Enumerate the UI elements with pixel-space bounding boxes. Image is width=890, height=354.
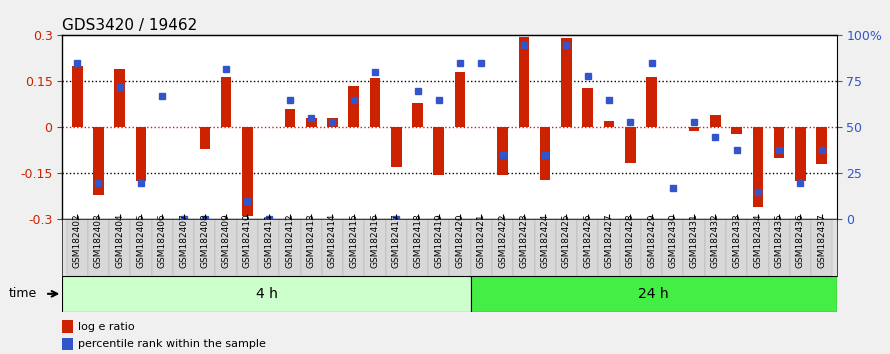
Bar [412, 103, 423, 127]
Bar [662, 219, 684, 276]
Bar [343, 219, 364, 276]
Bar [62, 338, 74, 350]
Bar [540, 127, 551, 179]
Bar [135, 127, 146, 181]
Bar [364, 219, 385, 276]
Bar [710, 115, 721, 127]
Bar [348, 86, 359, 127]
Bar [385, 219, 407, 276]
Bar [748, 219, 769, 276]
Bar [625, 127, 635, 163]
Bar [769, 219, 789, 276]
Bar [93, 127, 104, 195]
Bar [62, 320, 74, 333]
Bar [285, 109, 295, 127]
Bar [221, 77, 231, 127]
Bar [242, 127, 253, 216]
Bar [732, 127, 742, 133]
Text: log e ratio: log e ratio [78, 322, 134, 332]
Bar [328, 118, 338, 127]
Bar [689, 127, 700, 131]
Bar [151, 219, 173, 276]
Bar [535, 219, 556, 276]
Bar [130, 219, 151, 276]
Bar [519, 37, 530, 127]
Bar [391, 127, 401, 167]
Bar [603, 121, 614, 127]
Bar [67, 219, 88, 276]
Bar [449, 219, 471, 276]
Bar [279, 219, 301, 276]
Text: GDS3420 / 19462: GDS3420 / 19462 [62, 18, 198, 33]
Bar [684, 219, 705, 276]
Bar [194, 219, 215, 276]
Bar [641, 219, 662, 276]
Bar [428, 219, 449, 276]
Text: percentile rank within the sample: percentile rank within the sample [78, 339, 266, 349]
Bar [72, 66, 83, 127]
Bar [705, 219, 726, 276]
Bar [646, 77, 657, 127]
Bar [619, 219, 641, 276]
Bar [306, 118, 317, 127]
Bar [109, 219, 130, 276]
Bar [215, 219, 237, 276]
Bar [811, 219, 832, 276]
Text: 24 h: 24 h [638, 287, 669, 301]
Bar [455, 72, 465, 127]
Bar [471, 219, 492, 276]
Bar [498, 127, 508, 175]
Bar [88, 219, 109, 276]
FancyBboxPatch shape [62, 276, 471, 312]
Text: time: time [8, 287, 36, 300]
Bar [369, 78, 380, 127]
Bar [795, 127, 805, 181]
FancyBboxPatch shape [471, 276, 837, 312]
Bar [173, 219, 194, 276]
Bar [561, 39, 571, 127]
Bar [789, 219, 811, 276]
Bar [816, 127, 827, 164]
Bar [753, 127, 764, 207]
Bar [258, 219, 279, 276]
Bar [514, 219, 535, 276]
Text: 4 h: 4 h [255, 287, 278, 301]
Bar [322, 219, 343, 276]
Bar [407, 219, 428, 276]
Bar [301, 219, 322, 276]
Bar [582, 87, 593, 127]
Bar [115, 69, 125, 127]
Bar [598, 219, 619, 276]
Bar [556, 219, 577, 276]
Bar [773, 127, 784, 158]
Bar [492, 219, 514, 276]
Bar [726, 219, 748, 276]
Bar [237, 219, 258, 276]
Bar [577, 219, 598, 276]
Bar [199, 127, 210, 149]
Bar [433, 127, 444, 175]
